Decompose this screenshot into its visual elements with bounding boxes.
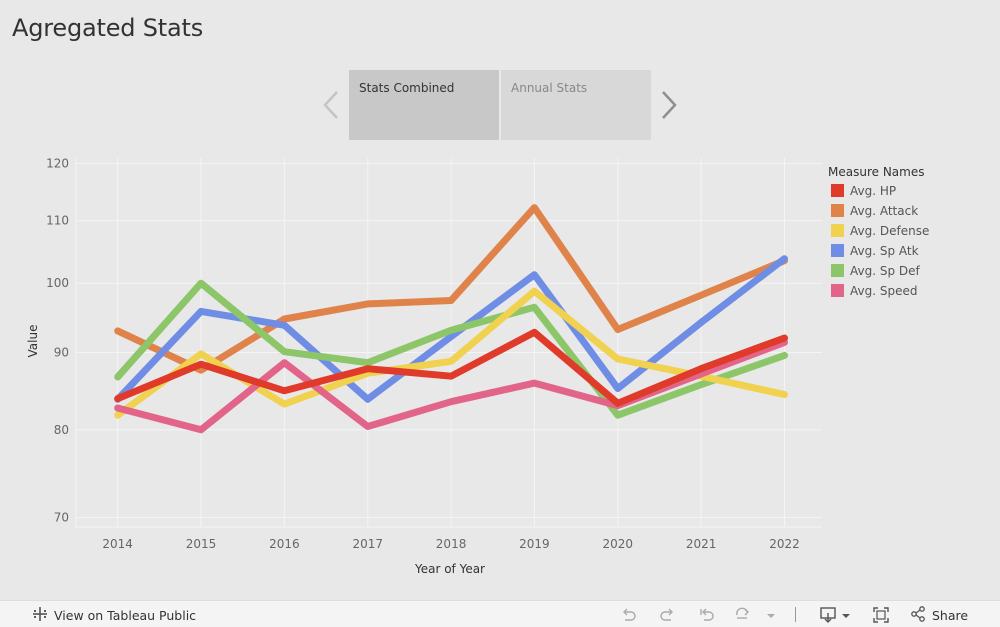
legend-swatch: [831, 284, 844, 297]
x-tick-label: 2021: [686, 537, 717, 551]
share-button[interactable]: Share: [910, 606, 968, 625]
x-tick-label: 2019: [519, 537, 550, 551]
tab-annual-stats[interactable]: Annual Stats: [501, 70, 651, 140]
next-tab-arrow-icon[interactable]: [659, 88, 679, 122]
line-chart: 70 80 90 100 110 120 2014 2015 2016 2017 2018 2019…: [26, 156, 929, 576]
legend-item[interactable]: Avg. Speed: [831, 284, 917, 298]
tableau-footer: View on Tableau Public Share: [0, 600, 1000, 627]
x-tick-label: 2022: [769, 537, 800, 551]
x-axis-title: Year of Year: [414, 562, 485, 576]
legend-swatch: [831, 244, 844, 257]
y-tick-label: 110: [46, 214, 69, 228]
legend-swatch: [831, 204, 844, 217]
legend-label: Avg. Speed: [850, 284, 917, 298]
legend-item[interactable]: Avg. HP: [831, 184, 896, 198]
x-axis-ticks: 2014 2015 2016 2017 2018 2019 2020 2021 2022: [102, 537, 799, 551]
legend-label: Avg. Sp Atk: [850, 244, 919, 258]
redo-icon[interactable]: [658, 606, 676, 624]
legend-swatch: [831, 184, 844, 197]
share-icon: [910, 606, 926, 625]
tab-stats-combined[interactable]: Stats Combined: [349, 70, 499, 140]
chart-legend: Avg. HP Avg. Attack Avg. Defense Avg. Sp At…: [831, 184, 929, 298]
view-on-tableau-link[interactable]: View on Tableau Public: [32, 606, 196, 625]
legend-label: Avg. Attack: [850, 204, 918, 218]
y-tick-label: 90: [54, 345, 69, 359]
refresh-dropdown-chevron-icon[interactable]: [762, 606, 780, 624]
legend-swatch: [831, 224, 844, 237]
download-icon[interactable]: [820, 606, 850, 624]
series-line-avg-sp-atk[interactable]: [114, 255, 788, 403]
refresh-icon[interactable]: [734, 606, 752, 624]
x-tick-label: 2016: [269, 537, 300, 551]
legend-item[interactable]: Avg. Sp Def: [831, 264, 921, 278]
y-axis-ticks: 70 80 90 100 110 120: [46, 156, 69, 524]
fullscreen-icon[interactable]: [872, 606, 890, 624]
x-tick-label: 2014: [102, 537, 133, 551]
y-tick-label: 120: [46, 156, 69, 170]
share-label: Share: [932, 608, 969, 623]
x-tick-label: 2020: [603, 537, 634, 551]
y-tick-label: 70: [54, 511, 69, 525]
x-tick-label: 2017: [352, 537, 383, 551]
page-title: Agregated Stats: [12, 14, 204, 42]
series-line-avg-sp-def[interactable]: [114, 279, 788, 419]
undo-icon[interactable]: [620, 606, 638, 624]
view-on-tableau-label: View on Tableau Public: [54, 608, 197, 623]
y-axis-title: Value: [26, 325, 40, 358]
tableau-logo-icon: [32, 606, 48, 625]
x-tick-label: 2018: [436, 537, 467, 551]
legend-item[interactable]: Avg. Sp Atk: [831, 244, 919, 258]
chart-series: [114, 204, 788, 434]
y-tick-label: 80: [54, 423, 69, 437]
legend-title: Measure Names: [828, 165, 924, 179]
legend-label: Avg. Sp Def: [850, 264, 921, 278]
previous-tab-arrow-icon[interactable]: [321, 88, 341, 122]
x-tick-label: 2015: [186, 537, 217, 551]
legend-label: Avg. HP: [850, 184, 896, 198]
y-tick-label: 100: [46, 276, 69, 290]
legend-swatch: [831, 264, 844, 277]
revert-icon[interactable]: [698, 606, 716, 624]
series-line-avg-attack[interactable]: [114, 204, 788, 374]
series-line-avg-speed[interactable]: [114, 338, 788, 434]
series-line-avg-hp[interactable]: [114, 328, 788, 407]
footer-divider: [795, 607, 796, 622]
legend-item[interactable]: Avg. Attack: [831, 204, 918, 218]
legend-item[interactable]: Avg. Defense: [831, 224, 929, 238]
legend-label: Avg. Defense: [850, 224, 929, 238]
